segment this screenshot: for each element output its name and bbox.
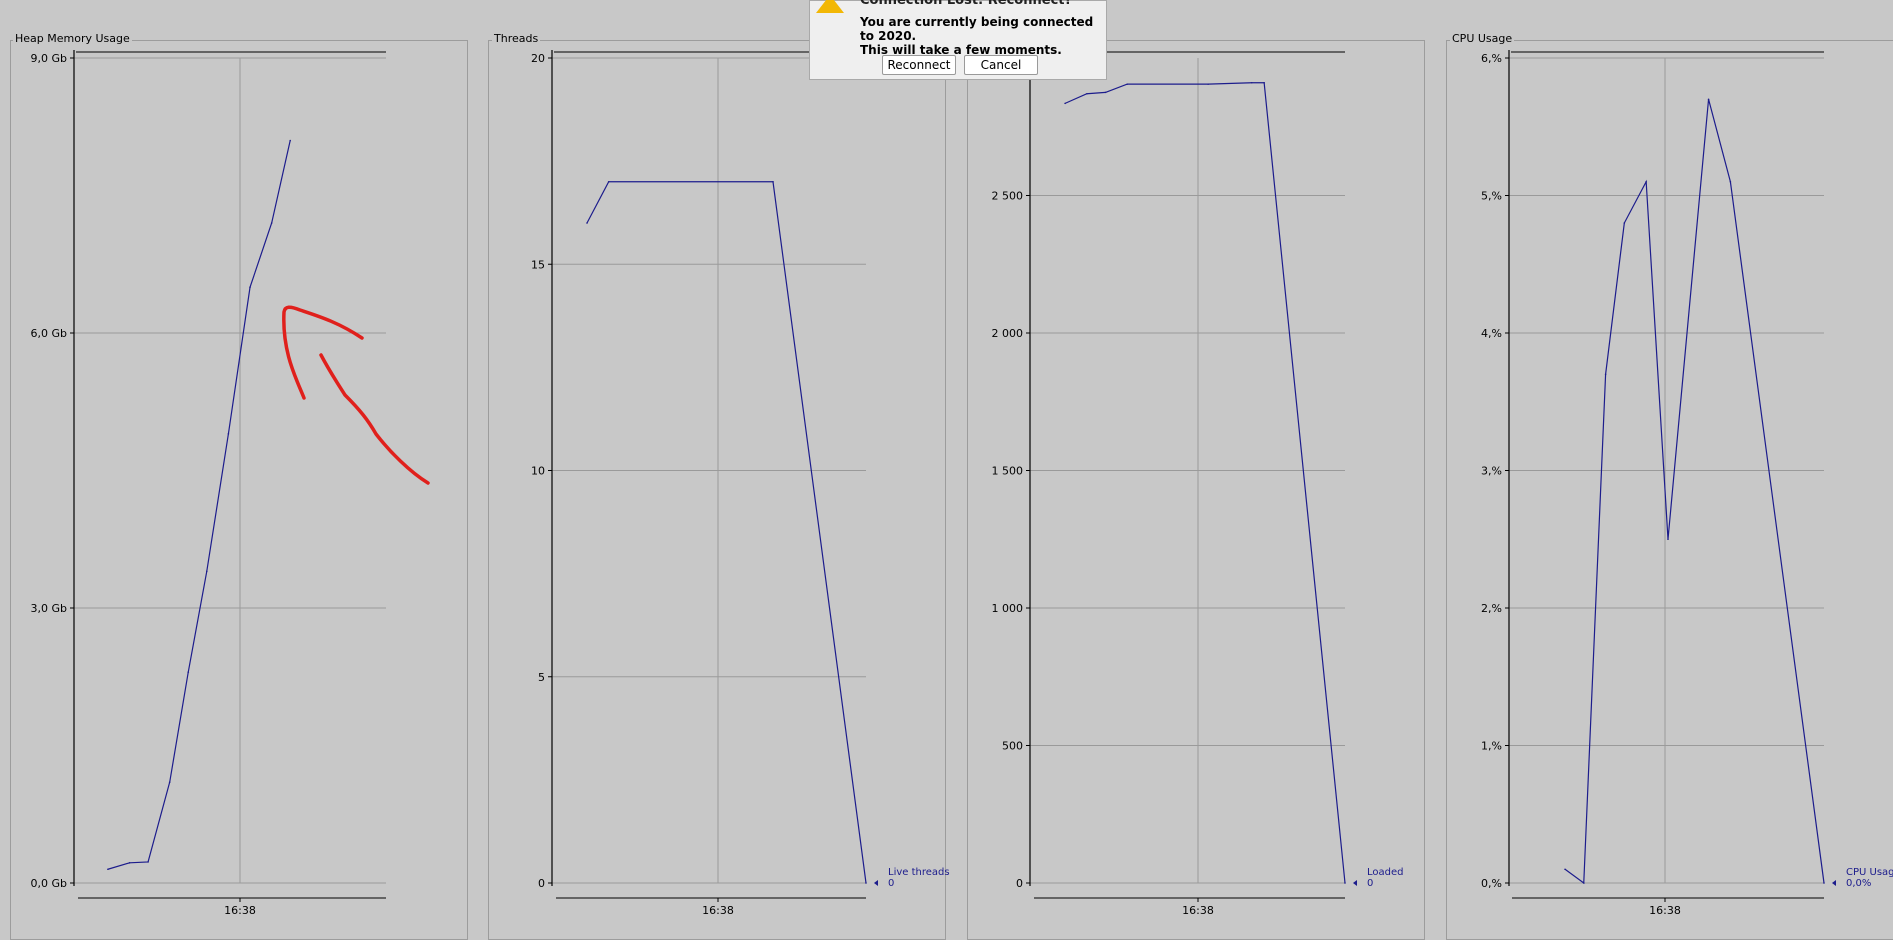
data-point [1582, 882, 1585, 884]
cpu-usage-title: CPU Usage [1450, 32, 1515, 46]
y-tick-label: 6,0 Gb [31, 327, 68, 340]
y-tick-label: 9,0 Gb [31, 52, 68, 65]
data-point [1104, 91, 1107, 94]
legend-value: 0 [1367, 878, 1373, 889]
data-point [1645, 180, 1647, 183]
x-tick-label: 16:38 [1182, 904, 1214, 917]
y-tick-label: 1,% [1481, 740, 1502, 753]
y-tick-label: 1 500 [992, 465, 1024, 478]
legend-label: Live threads [888, 867, 950, 878]
data-point [1086, 92, 1088, 95]
data-point [586, 222, 588, 224]
series-line [1564, 99, 1825, 885]
y-tick-label: 2 000 [992, 327, 1024, 340]
data-point [168, 781, 171, 783]
data-point [772, 180, 774, 183]
x-tick-label: 16:38 [702, 904, 734, 917]
y-tick-label: 2 500 [992, 190, 1024, 203]
legend-value: 0,0% [1846, 878, 1871, 889]
threads-title: Threads [492, 32, 541, 46]
y-tick-label: 0,0 Gb [31, 877, 68, 890]
annotation-arrow-shaft [319, 353, 430, 485]
data-point [128, 862, 131, 864]
data-point [107, 868, 109, 871]
reconnect-button[interactable]: Reconnect [882, 55, 956, 75]
series-line [586, 181, 867, 884]
legend-label: CPU Usage [1846, 867, 1893, 878]
reconnect-dialog: Connection Lost: Reconnect? You are curr… [809, 0, 1107, 80]
y-tick-label: 3,% [1481, 465, 1502, 478]
y-tick-label: 0 [1016, 877, 1023, 890]
heap-memory-title: Heap Memory Usage [13, 32, 132, 46]
data-point [1250, 81, 1253, 84]
data-point [1064, 102, 1066, 105]
y-tick-label: 500 [1002, 740, 1023, 753]
data-point [1604, 373, 1607, 376]
data-point [147, 861, 149, 863]
y-tick-label: 15 [531, 258, 545, 271]
data-point [1564, 868, 1566, 871]
data-point [187, 671, 190, 673]
x-tick-label: 16:38 [1649, 904, 1681, 917]
y-tick-label: 3,0 Gb [31, 602, 68, 615]
y-tick-label: 4,% [1481, 327, 1502, 340]
data-point [1707, 98, 1710, 101]
y-tick-label: 2,% [1481, 602, 1502, 615]
legend-label: Loaded [1367, 867, 1404, 878]
series-line [1064, 82, 1346, 884]
x-tick-label: 16:38 [224, 904, 256, 917]
y-tick-label: 10 [531, 465, 545, 478]
y-tick-label: 1 000 [992, 602, 1024, 615]
data-point [289, 139, 292, 142]
y-tick-label: 5 [538, 671, 545, 684]
y-tick-label: 0 [538, 877, 545, 890]
dialog-message-line1: You are currently being connected to 202… [860, 15, 1094, 43]
y-tick-label: 20 [531, 52, 545, 65]
legend-marker [874, 880, 878, 886]
data-point [1667, 538, 1669, 541]
y-tick-label: 5,% [1481, 190, 1502, 203]
cancel-button[interactable]: Cancel [964, 55, 1038, 75]
y-tick-label: 0,% [1481, 877, 1502, 890]
series-line [107, 140, 291, 870]
data-point [1207, 83, 1209, 85]
data-point [249, 286, 251, 288]
data-point [1344, 882, 1346, 884]
dialog-message: You are currently being connected to 202… [860, 15, 1106, 57]
data-point [270, 222, 273, 224]
data-point [1729, 180, 1732, 183]
dialog-title: Connection Lost: Reconnect? [860, 0, 1073, 8]
data-point [865, 882, 867, 884]
data-point [205, 570, 208, 573]
data-point [227, 433, 230, 435]
data-point [607, 180, 610, 183]
warning-icon [816, 0, 844, 13]
legend-value: 0 [888, 878, 894, 889]
annotation-arrow-head [282, 305, 364, 400]
dialog-message-line2: This will take a few moments. [860, 43, 1062, 57]
data-point [1823, 882, 1825, 884]
data-point [1126, 83, 1129, 85]
legend-marker [1353, 880, 1357, 886]
data-point [1623, 222, 1626, 224]
y-tick-label: 6,% [1481, 52, 1502, 65]
legend-marker [1832, 880, 1836, 886]
data-point [1263, 81, 1265, 84]
